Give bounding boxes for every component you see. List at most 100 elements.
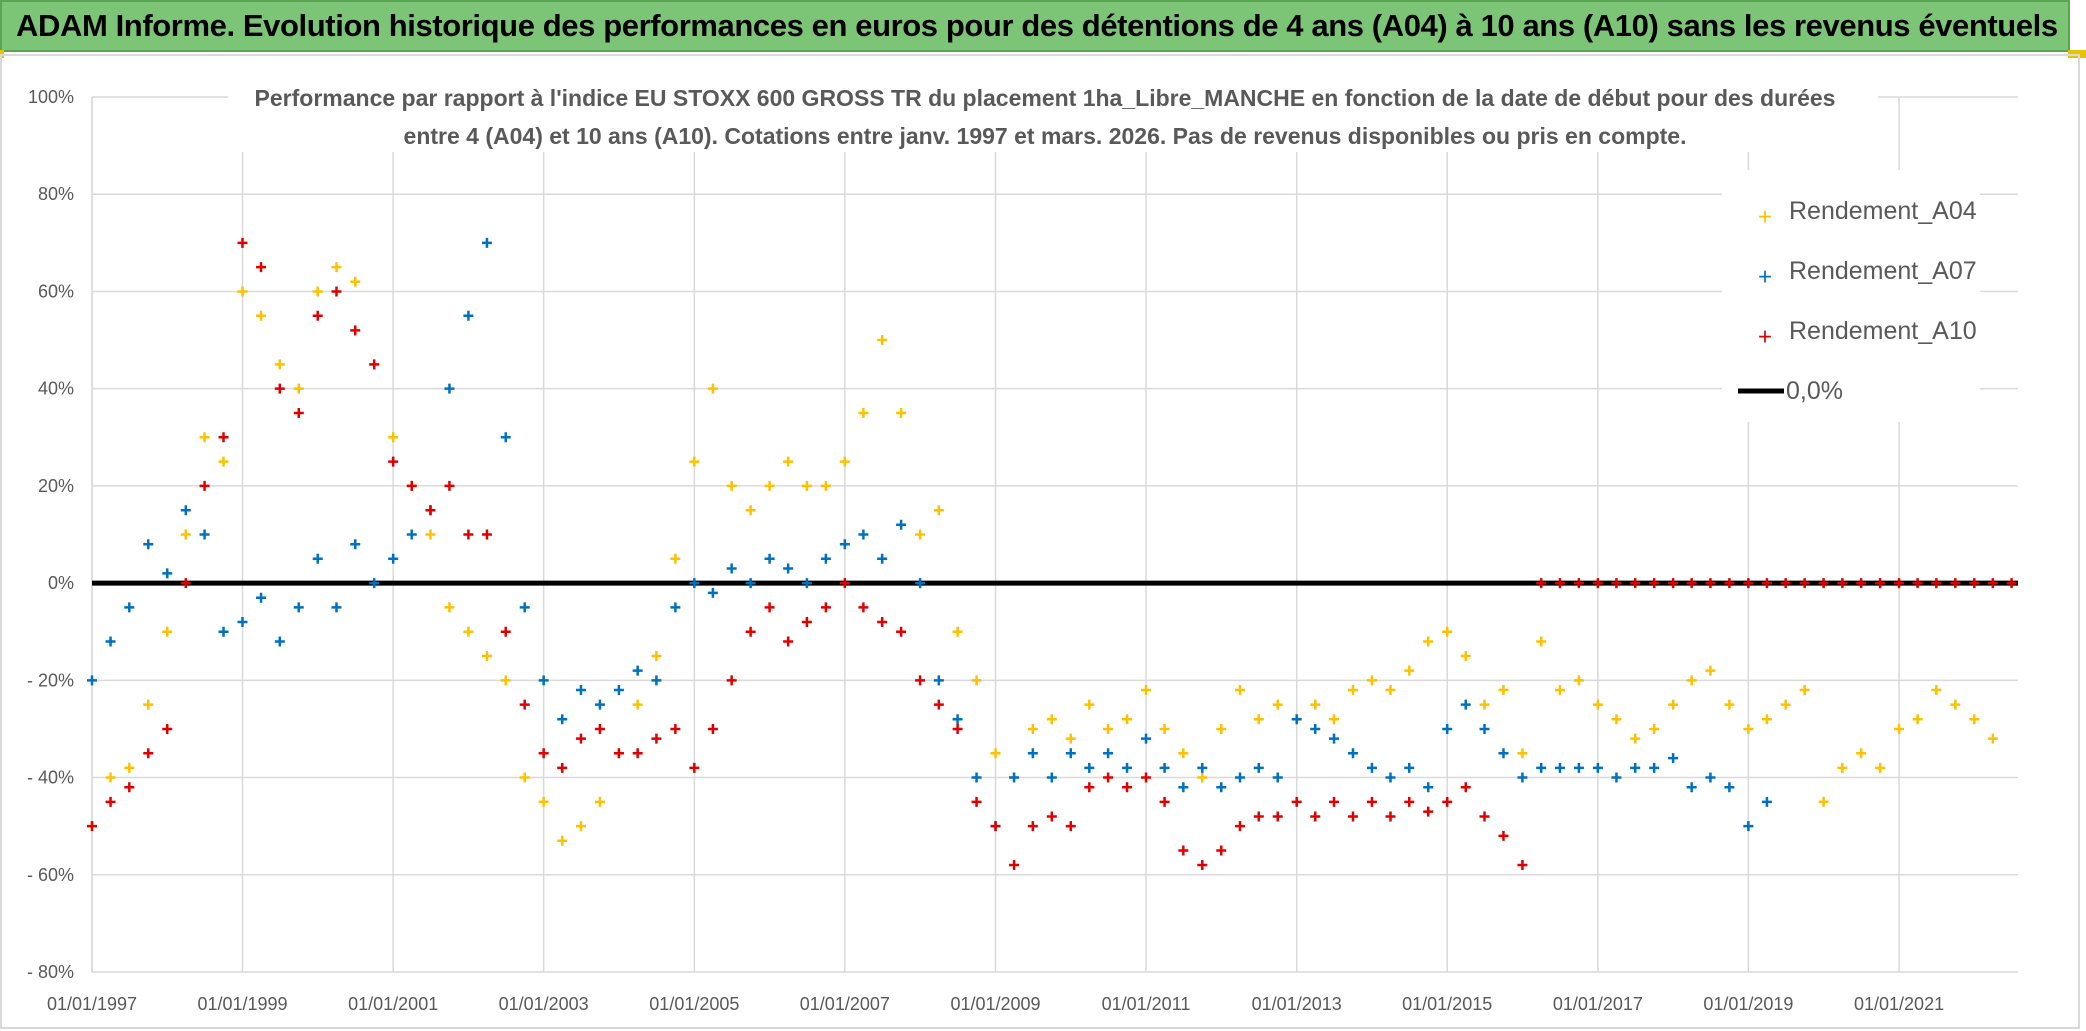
data-point xyxy=(764,602,775,613)
data-point xyxy=(1291,796,1302,807)
data-point xyxy=(1046,714,1057,725)
data-point xyxy=(1347,811,1358,822)
data-point xyxy=(1046,772,1057,783)
data-point xyxy=(1818,578,1829,589)
data-point xyxy=(1310,723,1321,734)
data-point xyxy=(801,578,812,589)
data-point xyxy=(1724,699,1735,710)
data-point xyxy=(87,821,97,832)
data-point xyxy=(1856,578,1867,589)
data-point xyxy=(877,617,888,627)
data-point xyxy=(406,529,417,540)
data-point xyxy=(1479,699,1490,710)
data-point xyxy=(1366,675,1377,686)
y-tick-label: 40% xyxy=(38,379,74,399)
data-point xyxy=(707,383,718,394)
data-point xyxy=(1272,699,1283,710)
data-point xyxy=(1460,782,1471,793)
data-point xyxy=(274,359,285,370)
data-point xyxy=(1761,714,1772,725)
data-point xyxy=(162,568,173,579)
data-point xyxy=(1686,578,1697,589)
data-point xyxy=(388,456,399,467)
data-point xyxy=(1536,636,1547,647)
data-point xyxy=(1197,860,1208,871)
x-tick-label: 01/01/2009 xyxy=(950,994,1040,1014)
data-point xyxy=(312,310,323,321)
y-tick-label: 0% xyxy=(48,573,74,593)
data-point xyxy=(1705,772,1716,783)
data-point xyxy=(1235,685,1246,696)
data-point xyxy=(481,237,492,248)
y-tick-label: 80% xyxy=(38,184,74,204)
data-point xyxy=(293,383,304,394)
data-point xyxy=(237,286,248,297)
data-point xyxy=(500,432,511,443)
data-point xyxy=(519,772,530,783)
data-point xyxy=(1573,578,1584,589)
data-point xyxy=(1950,578,1961,589)
data-point xyxy=(1611,714,1622,725)
data-point xyxy=(1799,685,1810,696)
data-point xyxy=(293,407,304,418)
data-point xyxy=(1856,748,1867,759)
data-point xyxy=(1479,723,1490,734)
data-point xyxy=(1385,811,1396,822)
data-point xyxy=(388,432,399,443)
data-point xyxy=(1347,685,1358,696)
data-point xyxy=(933,699,944,710)
data-point xyxy=(745,626,756,637)
data-point xyxy=(1950,699,1961,710)
data-point xyxy=(707,587,718,598)
x-tick-label: 01/01/2003 xyxy=(499,994,589,1014)
data-point xyxy=(1460,699,1471,710)
data-point xyxy=(1761,796,1772,807)
data-point xyxy=(1780,578,1791,589)
data-point xyxy=(1122,782,1133,793)
data-point xyxy=(1761,578,1772,589)
data-point xyxy=(162,723,173,734)
series-rendement_a10 xyxy=(87,237,2017,871)
data-point xyxy=(1498,830,1509,841)
data-point xyxy=(1611,772,1622,783)
data-point xyxy=(1554,685,1565,696)
data-point xyxy=(1442,626,1453,637)
data-point xyxy=(764,480,775,491)
data-point xyxy=(1027,723,1038,734)
data-point xyxy=(143,539,154,550)
data-point xyxy=(1122,762,1133,773)
data-point xyxy=(651,733,662,744)
data-point xyxy=(1969,714,1980,725)
data-point xyxy=(1649,762,1660,773)
data-point xyxy=(1027,748,1038,759)
data-point xyxy=(1103,772,1114,783)
data-point xyxy=(538,675,549,686)
data-point xyxy=(1686,782,1697,793)
data-point xyxy=(1517,748,1528,759)
data-point xyxy=(952,723,963,734)
data-point xyxy=(331,602,342,613)
data-point xyxy=(1046,811,1057,822)
data-point xyxy=(933,675,944,686)
data-point xyxy=(388,553,399,564)
data-point xyxy=(1592,762,1603,773)
y-tick-label: 100% xyxy=(28,87,74,107)
data-point xyxy=(1329,796,1340,807)
data-point xyxy=(1460,651,1471,662)
data-point xyxy=(519,699,530,710)
chart-subtitle-line-2: entre 4 (A04) et 10 ans (A10). Cotations… xyxy=(404,123,1687,149)
data-point xyxy=(557,714,568,725)
data-point xyxy=(1668,753,1679,764)
data-point xyxy=(481,529,492,540)
data-point xyxy=(2006,578,2017,589)
data-point xyxy=(594,723,605,734)
data-point xyxy=(726,563,737,574)
data-point xyxy=(952,714,963,725)
data-point xyxy=(1291,714,1302,725)
data-point xyxy=(180,529,191,540)
data-point xyxy=(105,772,116,783)
y-tick-label: 60% xyxy=(38,281,74,301)
data-point xyxy=(1423,806,1434,817)
data-point xyxy=(858,407,869,418)
data-point xyxy=(1743,821,1754,832)
